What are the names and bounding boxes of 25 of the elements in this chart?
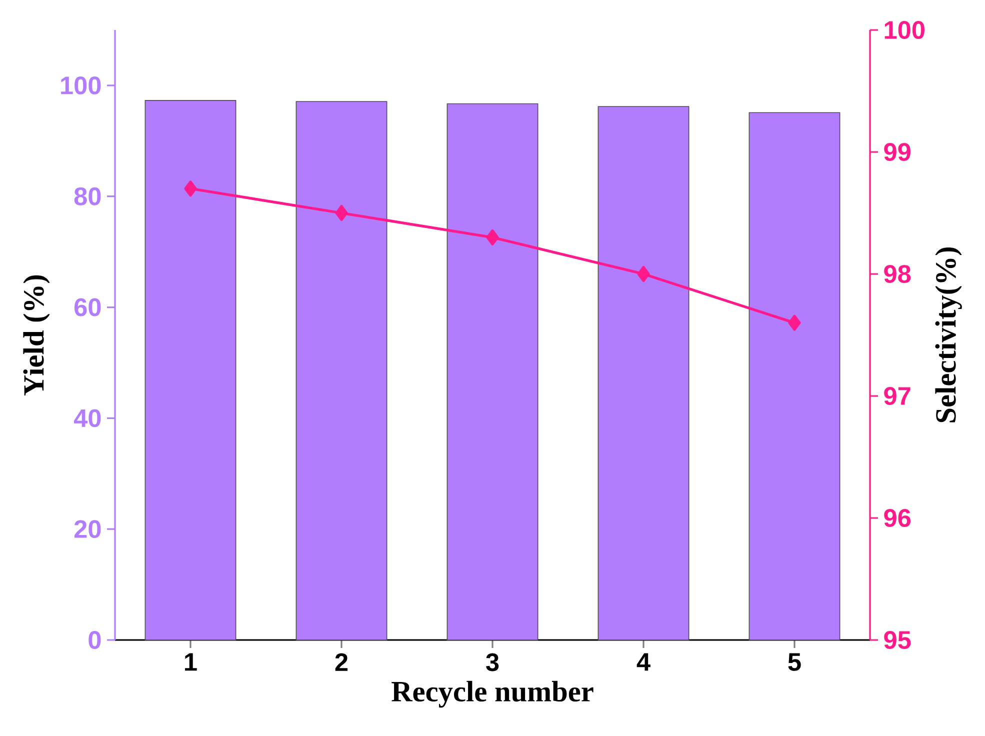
y-tick-label: 20 [74,520,101,538]
point [184,180,197,197]
x-tick-label: 1 [185,653,197,671]
x-axis-title: Recycle number [392,680,594,708]
y-axis-title: Yield (%) [23,275,50,396]
x-tick-label: 2 [335,653,348,671]
point [335,205,348,221]
y-tick-label: 100 [61,76,101,94]
y-tick-label: 0 [88,631,101,649]
x-tick-label: 4 [636,653,650,671]
y-tick-label: 40 [74,409,101,428]
y2-tick-label: 99 [884,143,910,161]
y-tick-label: 60 [74,298,101,316]
x-tick-label: 3 [486,653,499,672]
y2-tick-label: 98 [884,265,911,283]
y2-tick-label: 95 [884,631,911,649]
y-tick-label: 80 [74,187,101,206]
point [486,229,499,246]
y2-axis-title: Selectivity(%) [935,247,962,422]
y2-tick-label: 97 [884,387,910,405]
y2-tick-label: 96 [884,509,911,527]
point [788,314,801,331]
x-tick-label: 5 [788,653,801,671]
point [637,266,650,282]
y2-tick-label: 100 [884,21,924,39]
